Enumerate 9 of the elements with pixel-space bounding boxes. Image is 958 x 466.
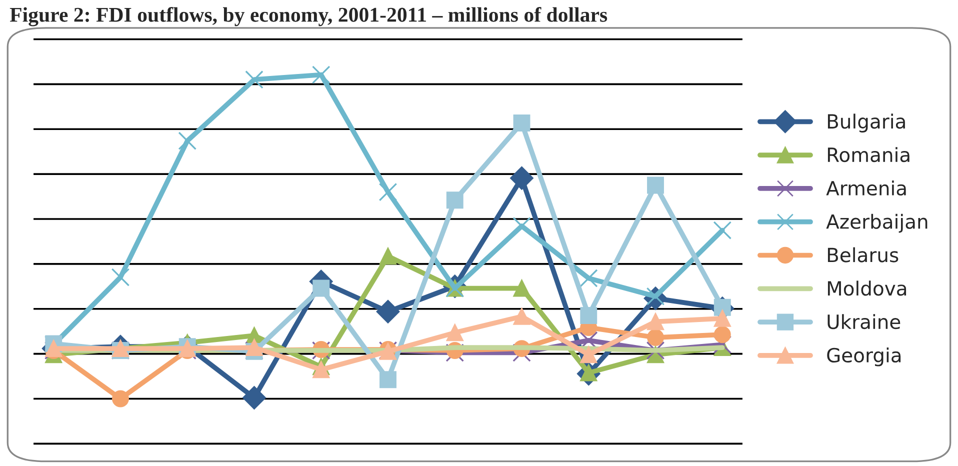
legend-label: Romania	[828, 147, 910, 162]
legend-label: Azerbaijan	[826, 214, 928, 233]
legend-label: Bulgaria	[828, 114, 905, 132]
legend-label: Moldova	[828, 280, 906, 296]
legend-label: Georgia	[827, 347, 901, 366]
legend-label: Armenia	[826, 180, 906, 196]
chart-title: Figure 2: FDI outflows, by economy, 2001-2011 – millions of dollars	[10, 6, 608, 26]
legend-label: Belarus	[828, 247, 898, 262]
legend-label: Ukraine	[828, 314, 900, 330]
